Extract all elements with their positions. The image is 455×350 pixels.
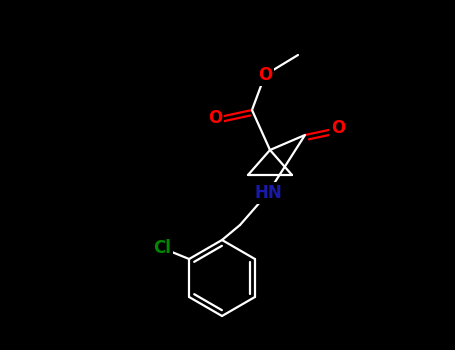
- Text: Cl: Cl: [153, 239, 171, 257]
- Text: HN: HN: [254, 184, 282, 202]
- Text: O: O: [331, 119, 345, 137]
- Text: O: O: [258, 66, 272, 84]
- Text: O: O: [208, 109, 222, 127]
